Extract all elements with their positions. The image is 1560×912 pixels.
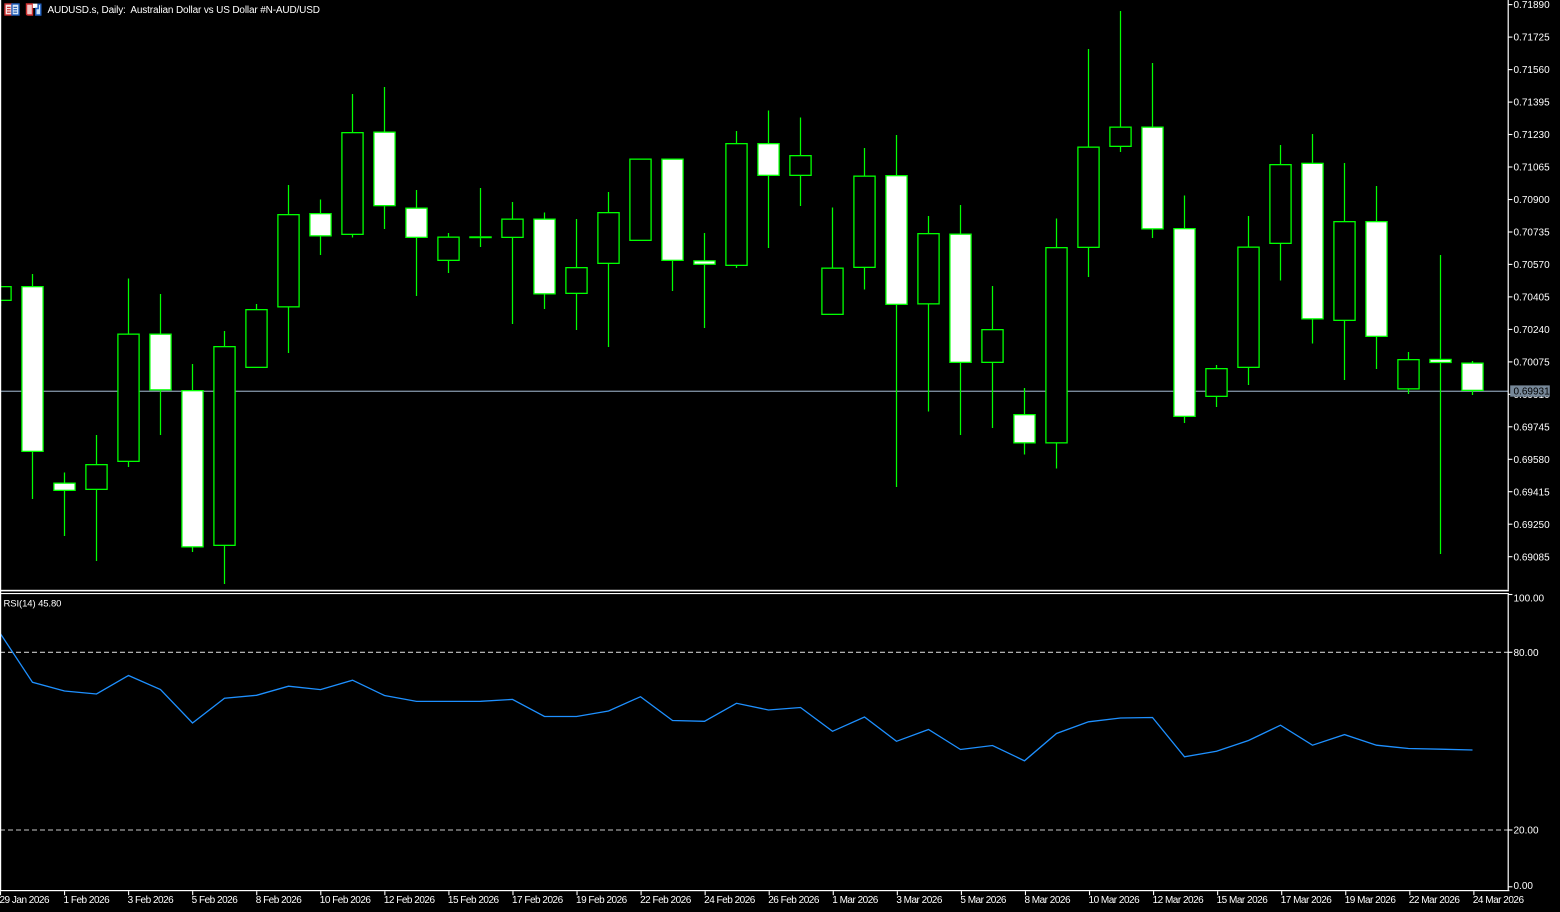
svg-text:8 Mar 2026: 8 Mar 2026 [1024,895,1071,906]
svg-text:0.70735: 0.70735 [1514,228,1551,239]
svg-text:17 Feb 2026: 17 Feb 2026 [512,895,564,906]
svg-text:19 Feb 2026: 19 Feb 2026 [576,895,628,906]
svg-text:20.00: 20.00 [1514,826,1539,837]
svg-text:0.71395: 0.71395 [1514,98,1551,109]
svg-text:0.69250: 0.69250 [1514,520,1551,531]
svg-text:24 Mar 2026: 24 Mar 2026 [1473,895,1525,906]
svg-text:0.00: 0.00 [1514,881,1534,892]
svg-text:3 Feb 2026: 3 Feb 2026 [128,895,175,906]
svg-text:22 Feb 2026: 22 Feb 2026 [640,895,692,906]
svg-text:0.69745: 0.69745 [1514,422,1551,433]
svg-text:0.69415: 0.69415 [1514,487,1551,498]
svg-text:AUDUSD.s, Daily: Australian D: AUDUSD.s, Daily: Australian Dollar vs US… [48,5,320,16]
svg-text:26 Feb 2026: 26 Feb 2026 [768,895,820,906]
svg-text:0.70240: 0.70240 [1514,325,1551,336]
svg-text:0.70900: 0.70900 [1514,195,1551,206]
svg-text:100.00: 100.00 [1514,593,1545,604]
svg-text:0.71725: 0.71725 [1514,33,1551,44]
svg-text:5 Feb 2026: 5 Feb 2026 [192,895,239,906]
svg-text:10 Mar 2026: 10 Mar 2026 [1089,895,1141,906]
svg-text:24 Feb 2026: 24 Feb 2026 [704,895,756,906]
svg-text:15 Feb 2026: 15 Feb 2026 [448,895,500,906]
svg-text:0.69085: 0.69085 [1514,552,1551,563]
svg-text:5 Mar 2026: 5 Mar 2026 [960,895,1007,906]
svg-text:17 Mar 2026: 17 Mar 2026 [1281,895,1333,906]
svg-text:RSI(14) 45.80: RSI(14) 45.80 [4,599,62,610]
svg-text:10 Feb 2026: 10 Feb 2026 [320,895,372,906]
svg-text:0.70075: 0.70075 [1514,358,1551,369]
svg-text:15 Mar 2026: 15 Mar 2026 [1217,895,1269,906]
svg-text:3 Mar 2026: 3 Mar 2026 [896,895,943,906]
svg-text:80.00: 80.00 [1514,648,1539,659]
svg-text:0.69580: 0.69580 [1514,455,1551,466]
svg-text:0.69931: 0.69931 [1514,387,1551,398]
svg-text:0.71890: 0.71890 [1514,0,1551,11]
svg-text:0.71230: 0.71230 [1514,130,1551,141]
svg-text:19 Mar 2026: 19 Mar 2026 [1345,895,1397,906]
svg-text:12 Feb 2026: 12 Feb 2026 [384,895,436,906]
svg-text:22 Mar 2026: 22 Mar 2026 [1409,895,1461,906]
svg-text:12 Mar 2026: 12 Mar 2026 [1153,895,1205,906]
svg-text:8 Feb 2026: 8 Feb 2026 [256,895,303,906]
svg-text:0.71560: 0.71560 [1514,65,1551,76]
svg-text:0.70570: 0.70570 [1514,260,1551,271]
svg-text:0.70405: 0.70405 [1514,293,1551,304]
svg-text:1 Feb 2026: 1 Feb 2026 [64,895,111,906]
svg-text:0.71065: 0.71065 [1514,163,1551,174]
svg-text:1 Mar 2026: 1 Mar 2026 [832,895,879,906]
svg-text:29 Jan 2026: 29 Jan 2026 [0,895,50,906]
